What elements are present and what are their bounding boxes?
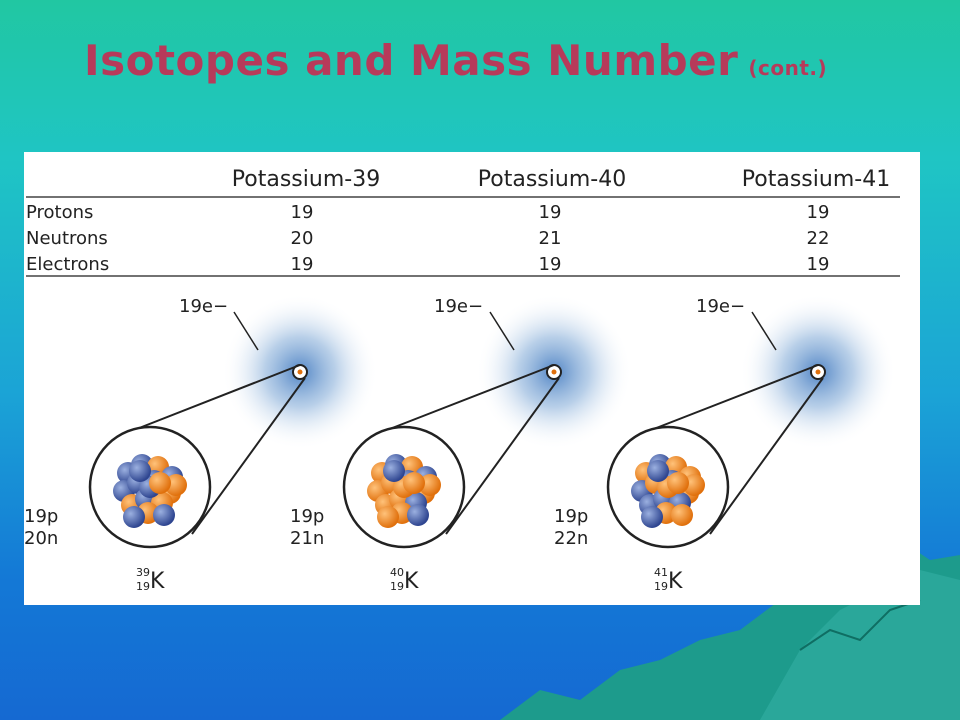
neutron-sphere bbox=[383, 460, 405, 482]
element-symbol: K bbox=[150, 569, 165, 594]
atomic-number: 19 bbox=[654, 580, 668, 593]
cell-electrons-0: 19 bbox=[291, 254, 314, 275]
atomic-number: 19 bbox=[136, 580, 150, 593]
mass-number: 40 bbox=[390, 566, 404, 579]
atom-potassium-41: 19e− 19p 22n 41 19 K bbox=[554, 294, 896, 594]
column-header-0: Potassium-39 bbox=[232, 167, 380, 192]
title-suffix: (cont.) bbox=[748, 56, 828, 80]
neutrons-label: 22n bbox=[554, 528, 588, 549]
proton-sphere bbox=[377, 506, 399, 528]
atom-potassium-39: 19e− 19p 20n 39 19 K bbox=[24, 294, 378, 594]
electron-leader bbox=[751, 311, 777, 351]
atomic-number: 19 bbox=[390, 580, 404, 593]
atom-potassium-40: 19e− 19p 21n 40 19 K bbox=[290, 294, 632, 594]
cell-electrons-2: 19 bbox=[807, 254, 830, 275]
neutron-sphere bbox=[123, 506, 145, 528]
neutron-sphere bbox=[641, 506, 663, 528]
cell-neutrons-0: 20 bbox=[291, 228, 314, 249]
neutron-sphere bbox=[647, 460, 669, 482]
proton-sphere bbox=[671, 504, 693, 526]
neutrons-label: 21n bbox=[290, 528, 324, 549]
electron-leader bbox=[489, 311, 515, 351]
column-header-2: Potassium-41 bbox=[742, 167, 890, 192]
row-label-protons: Protons bbox=[26, 202, 93, 223]
cell-protons-2: 19 bbox=[807, 202, 830, 223]
proton-sphere bbox=[667, 472, 689, 494]
neutrons-label: 20n bbox=[24, 528, 58, 549]
proton-sphere bbox=[683, 474, 705, 496]
element-symbol: K bbox=[668, 569, 683, 594]
column-header-1: Potassium-40 bbox=[478, 167, 626, 192]
cell-neutrons-1: 21 bbox=[539, 228, 562, 249]
title-main: Isotopes and Mass Number bbox=[84, 36, 739, 85]
nucleus-cluster bbox=[113, 454, 187, 528]
nucleus-cluster bbox=[367, 454, 441, 528]
cell-neutrons-2: 22 bbox=[807, 228, 830, 249]
slide-title: Isotopes and Mass Number (cont.) bbox=[84, 36, 827, 85]
neutron-sphere bbox=[129, 460, 151, 482]
isotope-figure: Potassium-39 Potassium-40 Potassium-41 P… bbox=[24, 152, 920, 605]
cell-protons-0: 19 bbox=[291, 202, 314, 223]
row-label-neutrons: Neutrons bbox=[26, 228, 108, 249]
element-symbol: K bbox=[404, 569, 419, 594]
electron-leader bbox=[233, 311, 259, 351]
proton-sphere bbox=[419, 474, 441, 496]
electron-label: 19e− bbox=[434, 296, 483, 317]
cell-protons-1: 19 bbox=[539, 202, 562, 223]
mass-number: 39 bbox=[136, 566, 150, 579]
mass-number: 41 bbox=[654, 566, 668, 579]
electron-label: 19e− bbox=[696, 296, 745, 317]
neutron-sphere bbox=[153, 504, 175, 526]
protons-label: 19p bbox=[24, 506, 58, 527]
neutron-sphere bbox=[407, 504, 429, 526]
electron-label: 19e− bbox=[179, 296, 228, 317]
cell-electrons-1: 19 bbox=[539, 254, 562, 275]
protons-label: 19p bbox=[554, 506, 588, 527]
proton-sphere bbox=[149, 472, 171, 494]
isotope-figure-svg: Potassium-39 Potassium-40 Potassium-41 P… bbox=[24, 167, 900, 594]
proton-sphere bbox=[403, 472, 425, 494]
protons-label: 19p bbox=[290, 506, 324, 527]
nucleus-cluster bbox=[631, 454, 705, 528]
row-label-electrons: Electrons bbox=[26, 254, 109, 275]
proton-sphere bbox=[165, 474, 187, 496]
